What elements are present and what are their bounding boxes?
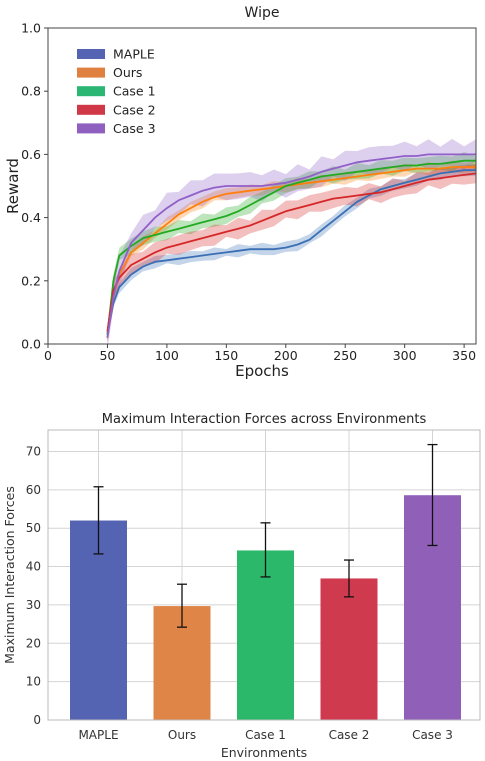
y-tick-label: 0.2 (21, 273, 41, 288)
bar-chart: Maximum Interaction Forces across Enviro… (2, 412, 481, 760)
legend-swatch (77, 86, 105, 97)
legend-label: Case 3 (113, 121, 156, 136)
series-lines (106, 153, 477, 338)
y-tick-label: 70 (26, 444, 41, 458)
x-axis-ticks: MAPLE Ours Case 1 Case 2 Case 3 (78, 728, 452, 742)
bar-chart-title: Maximum Interaction Forces across Enviro… (102, 412, 427, 427)
line-chart: Wipe 0 50 100 150 200 250 300 350 0.00.20.40.60… (4, 5, 477, 380)
x-axis-ticks: 0 50 100 150 200 250 300 350 (44, 344, 476, 363)
x-axis-label: Epochs (235, 362, 289, 380)
y-tick-label: 30 (26, 598, 41, 612)
y-tick-label: 20 (26, 636, 41, 650)
y-tick-label: 1.0 (21, 21, 41, 36)
legend-label: Case 1 (113, 84, 156, 99)
y-axis-ticks: 0.0 0.2 0.4 0.6 0.8 1.0 (21, 21, 48, 352)
x-tick-label: 350 (452, 348, 476, 363)
x-tick-label: MAPLE (78, 728, 118, 742)
y-tick-label: 0.4 (21, 210, 41, 225)
error-bars (93, 443, 438, 628)
x-tick-label: 250 (333, 348, 357, 363)
y-tick-label: 0.8 (21, 84, 41, 99)
legend: MAPLE Ours Case 1 Case 2 Case 3 (77, 47, 156, 136)
y-tick-label: 40 (26, 560, 41, 574)
legend-label: Case 2 (113, 102, 156, 117)
x-tick-label: 150 (214, 348, 238, 363)
x-tick-label: 100 (155, 348, 179, 363)
y-axis-label: Maximum Interaction Forces (2, 486, 17, 664)
line-chart-title: Wipe (245, 5, 280, 21)
legend-swatch (77, 49, 105, 59)
series-bands (107, 138, 477, 351)
series-line-2 (106, 159, 476, 335)
series-band-3 (107, 163, 477, 343)
x-tick-label: Case 3 (412, 728, 453, 742)
bar-2 (237, 550, 294, 720)
bar-plot-frame (47, 429, 481, 721)
x-tick-label: Ours (168, 728, 196, 742)
x-tick-label: 0 (44, 348, 52, 363)
x-tick-label: Case 2 (329, 728, 370, 742)
bar-3 (320, 578, 378, 720)
series-line-4 (106, 153, 476, 338)
y-tick-label: 60 (26, 483, 41, 497)
legend-swatch (77, 67, 105, 78)
series-line-0 (106, 169, 476, 335)
legend-swatch (77, 123, 105, 134)
y-tick-label: 50 (26, 521, 41, 535)
y-tick-label: 0.6 (21, 147, 41, 162)
y-tick-label: 0.0 (21, 337, 41, 352)
y-tick-label: 10 (26, 675, 41, 689)
bars (70, 495, 461, 720)
y-axis-ticks: 0 10 20 30 40 50 60 70 (26, 444, 41, 727)
legend-swatch (77, 104, 105, 115)
x-tick-label: 50 (99, 348, 115, 363)
legend-label: Ours (113, 65, 142, 80)
x-tick-label: 300 (393, 348, 417, 363)
line-plot-frame (47, 27, 477, 345)
x-tick-label: Case 1 (245, 728, 286, 742)
x-tick-label: 200 (274, 348, 298, 363)
x-axis-label: Environments (221, 745, 307, 760)
y-tick-label: 0 (33, 713, 41, 727)
legend-label: MAPLE (113, 47, 155, 62)
series-band-1 (107, 160, 477, 343)
series-line-3 (106, 172, 477, 332)
y-axis-label: Reward (4, 158, 22, 214)
series-band-2 (107, 152, 477, 341)
